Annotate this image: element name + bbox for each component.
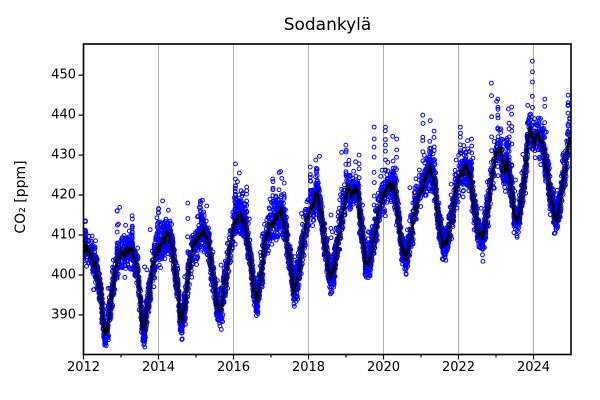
x-tick-label: 2014 (141, 360, 176, 375)
y-tick-label: 400 (51, 267, 76, 283)
chart-title: Sodankylä (283, 15, 372, 35)
x-tick-label: 2012 (66, 360, 101, 375)
x-tick-label: 2024 (516, 360, 551, 375)
y-tick-label: 390 (51, 307, 76, 323)
y-tick-label: 450 (51, 67, 76, 83)
y-tick-label: 440 (51, 107, 76, 123)
x-tick-label: 2018 (291, 360, 326, 375)
x-tick-label: 2016 (216, 360, 251, 375)
y-tick-label: 430 (51, 147, 76, 163)
y-tick-label: 420 (51, 187, 76, 203)
y-tick-label: 410 (51, 227, 76, 243)
x-tick-label: 2022 (441, 360, 476, 375)
x-tick-label: 2020 (366, 360, 401, 375)
y-axis-label: CO₂ [ppm] (13, 160, 29, 234)
